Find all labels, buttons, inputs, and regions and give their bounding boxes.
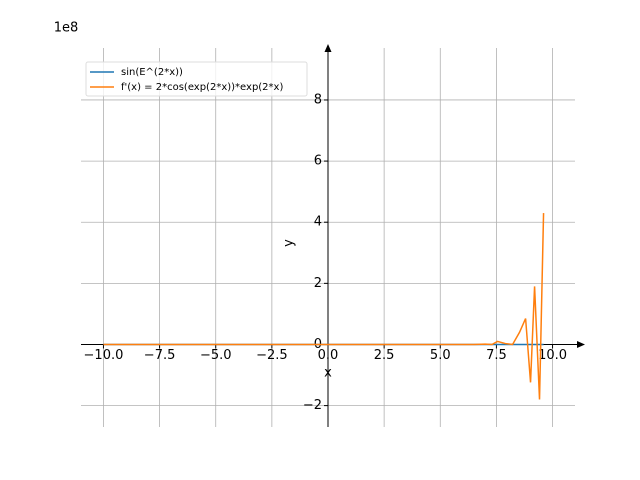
x-tick-label: 7.5: [486, 348, 507, 363]
offset-text: 1e8: [54, 21, 79, 36]
x-arrow: [577, 340, 585, 348]
x-tick-label: 5.0: [430, 348, 451, 363]
series-line: [103, 213, 545, 400]
x-tick-label: −10.0: [84, 348, 124, 363]
legend-box: [85, 61, 308, 97]
legend-label: f'(x) = 2*cos(exp(2*x))*exp(2*x): [121, 82, 283, 93]
x-axis-label: x: [324, 366, 332, 381]
x-tick-label: −5.0: [200, 348, 232, 363]
y-tick-label: 6: [314, 154, 322, 169]
x-tick-label: 10.0: [538, 348, 567, 363]
x-tick-label: −7.5: [144, 348, 176, 363]
y-tick-label: 2: [314, 276, 322, 291]
x-tick-label: −2.5: [256, 348, 288, 363]
y-tick-label: 8: [314, 92, 322, 107]
y-tick-label: −2: [303, 398, 322, 413]
legend: sin(E^(2*x)) f'(x) = 2*cos(exp(2*x))*exp(…: [85, 61, 308, 97]
y-tick-label: 4: [314, 215, 322, 230]
y-axis-label: y: [282, 239, 297, 247]
y-arrow: [324, 44, 332, 52]
x-tick-label: 2.5: [374, 348, 395, 363]
legend-label: sin(E^(2*x)): [121, 67, 183, 78]
